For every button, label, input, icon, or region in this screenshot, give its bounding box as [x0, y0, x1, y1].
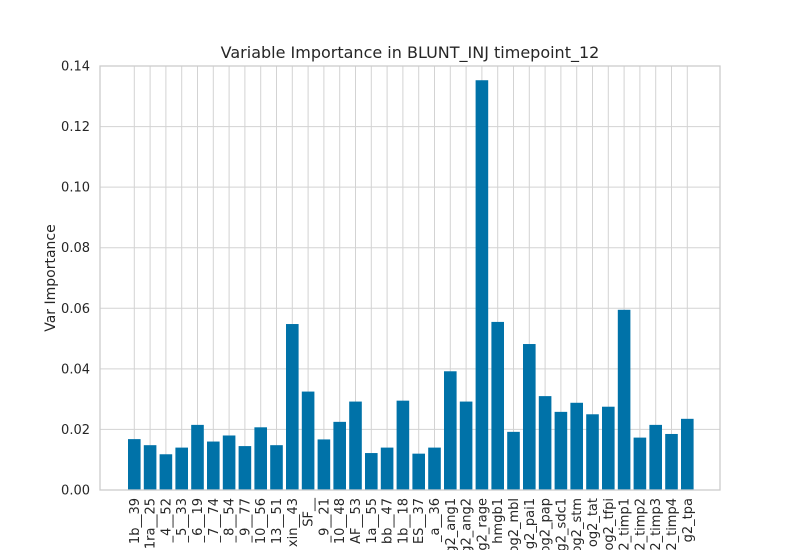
- x-tick-label: bb__47: [381, 498, 396, 544]
- x-tick-label: ES__37: [412, 498, 427, 544]
- x-tick-label: og2_pap: [539, 498, 554, 550]
- x-tick-label: g2_tpa: [681, 498, 696, 542]
- bar: [159, 454, 173, 490]
- x-tick-label: _6__19: [191, 498, 206, 543]
- y-tick-label: 0.02: [61, 423, 90, 438]
- x-tick-label: 1b__18: [396, 498, 411, 544]
- x-tick-label: _4__52: [159, 498, 174, 543]
- chart-title: Variable Importance in BLUNT_INJ timepoi…: [221, 43, 600, 63]
- bar: [380, 447, 394, 490]
- x-tick-label: _5__33: [175, 498, 190, 543]
- bar: [270, 445, 283, 490]
- y-tick-label: 0.00: [61, 484, 90, 499]
- bar: [459, 401, 473, 490]
- bar: [333, 421, 346, 490]
- y-tick-label: 0.14: [61, 60, 90, 75]
- x-tick-label: _a__36: [428, 498, 443, 543]
- x-tick-label: og2_stm: [570, 498, 585, 550]
- bars: [128, 80, 694, 490]
- x-tick-label: 2_timp3: [649, 498, 664, 550]
- bar: [475, 80, 489, 490]
- x-tick-label: hmgb1: [491, 498, 506, 544]
- x-tick-label: og2_tfpi: [602, 498, 617, 550]
- y-tick-label: 0.04: [61, 362, 90, 377]
- bar: [617, 309, 631, 490]
- bar: [222, 435, 236, 490]
- x-tick-label: 2_timp2: [633, 498, 648, 550]
- bar: [143, 445, 157, 490]
- bar: [428, 447, 441, 490]
- bar: [412, 453, 425, 490]
- bar: [396, 400, 410, 490]
- bar: [349, 401, 362, 490]
- bar: [633, 437, 647, 490]
- x-tick-label: og2_tat: [586, 498, 601, 547]
- x-tick-label: _8__54: [223, 498, 238, 543]
- bar: [444, 371, 457, 490]
- bar: [254, 427, 267, 490]
- y-tick-label: 0.08: [61, 241, 90, 256]
- bar: [491, 321, 504, 490]
- x-tick-label: g2_ang1: [444, 498, 459, 550]
- x-tick-label: g2_rage: [475, 498, 490, 550]
- x-tick-label: 10__48: [333, 498, 348, 544]
- x-tick-label: xin__43: [286, 498, 301, 547]
- bar: [523, 344, 536, 490]
- x-tick-label: 10__56: [254, 498, 269, 544]
- y-tick-label: 0.06: [61, 302, 90, 317]
- bar: [602, 406, 615, 490]
- x-tick-label: 2_timp4: [665, 498, 680, 550]
- x-tick-label: _7__74: [207, 498, 222, 543]
- x-tick-label: 1b__39: [128, 498, 143, 544]
- bar: [538, 396, 552, 490]
- bar: [365, 453, 378, 490]
- x-tick-label: g2_ang2: [460, 498, 475, 550]
- bar: [317, 439, 331, 490]
- x-tick-label: 1ra__25: [144, 498, 159, 549]
- bar: [301, 391, 315, 490]
- bar: [554, 411, 568, 490]
- bar: [570, 402, 583, 490]
- x-tick-label: g2_sdc1: [554, 498, 569, 550]
- bar: [681, 418, 694, 490]
- x-tick-label: og2_pai1: [523, 498, 538, 550]
- y-tick-label: 0.12: [61, 120, 90, 135]
- x-tick-label: og2_mbl: [507, 498, 522, 550]
- y-axis-label: Var Importance: [43, 224, 59, 332]
- plot-frame: [99, 65, 721, 491]
- y-tick-label: 0.10: [61, 181, 90, 196]
- bar: [207, 441, 220, 490]
- bar: [286, 324, 299, 490]
- plot-background: [100, 66, 720, 490]
- bar: [649, 424, 662, 490]
- x-tick-label: _9__21: [317, 498, 332, 543]
- bar: [586, 414, 599, 490]
- axes: 0.00 0.02 0.04 0.06 0.08 0.10 0.12 0.14 1b__39 1r…: [61, 60, 721, 550]
- x-tick-label: SF__: [302, 498, 317, 527]
- bar: [128, 439, 141, 490]
- x-tick-label: 2_timp1: [618, 498, 633, 550]
- bar: [507, 431, 520, 490]
- bar: [175, 447, 188, 490]
- bar: [191, 424, 204, 490]
- x-tick-label: _9__77: [238, 498, 253, 543]
- bar: [238, 446, 252, 490]
- x-tick-label: 1a__55: [365, 498, 380, 544]
- x-tick-label: AF__53: [349, 498, 364, 544]
- x-tick-label: 13__51: [270, 498, 285, 544]
- bar: [665, 433, 678, 490]
